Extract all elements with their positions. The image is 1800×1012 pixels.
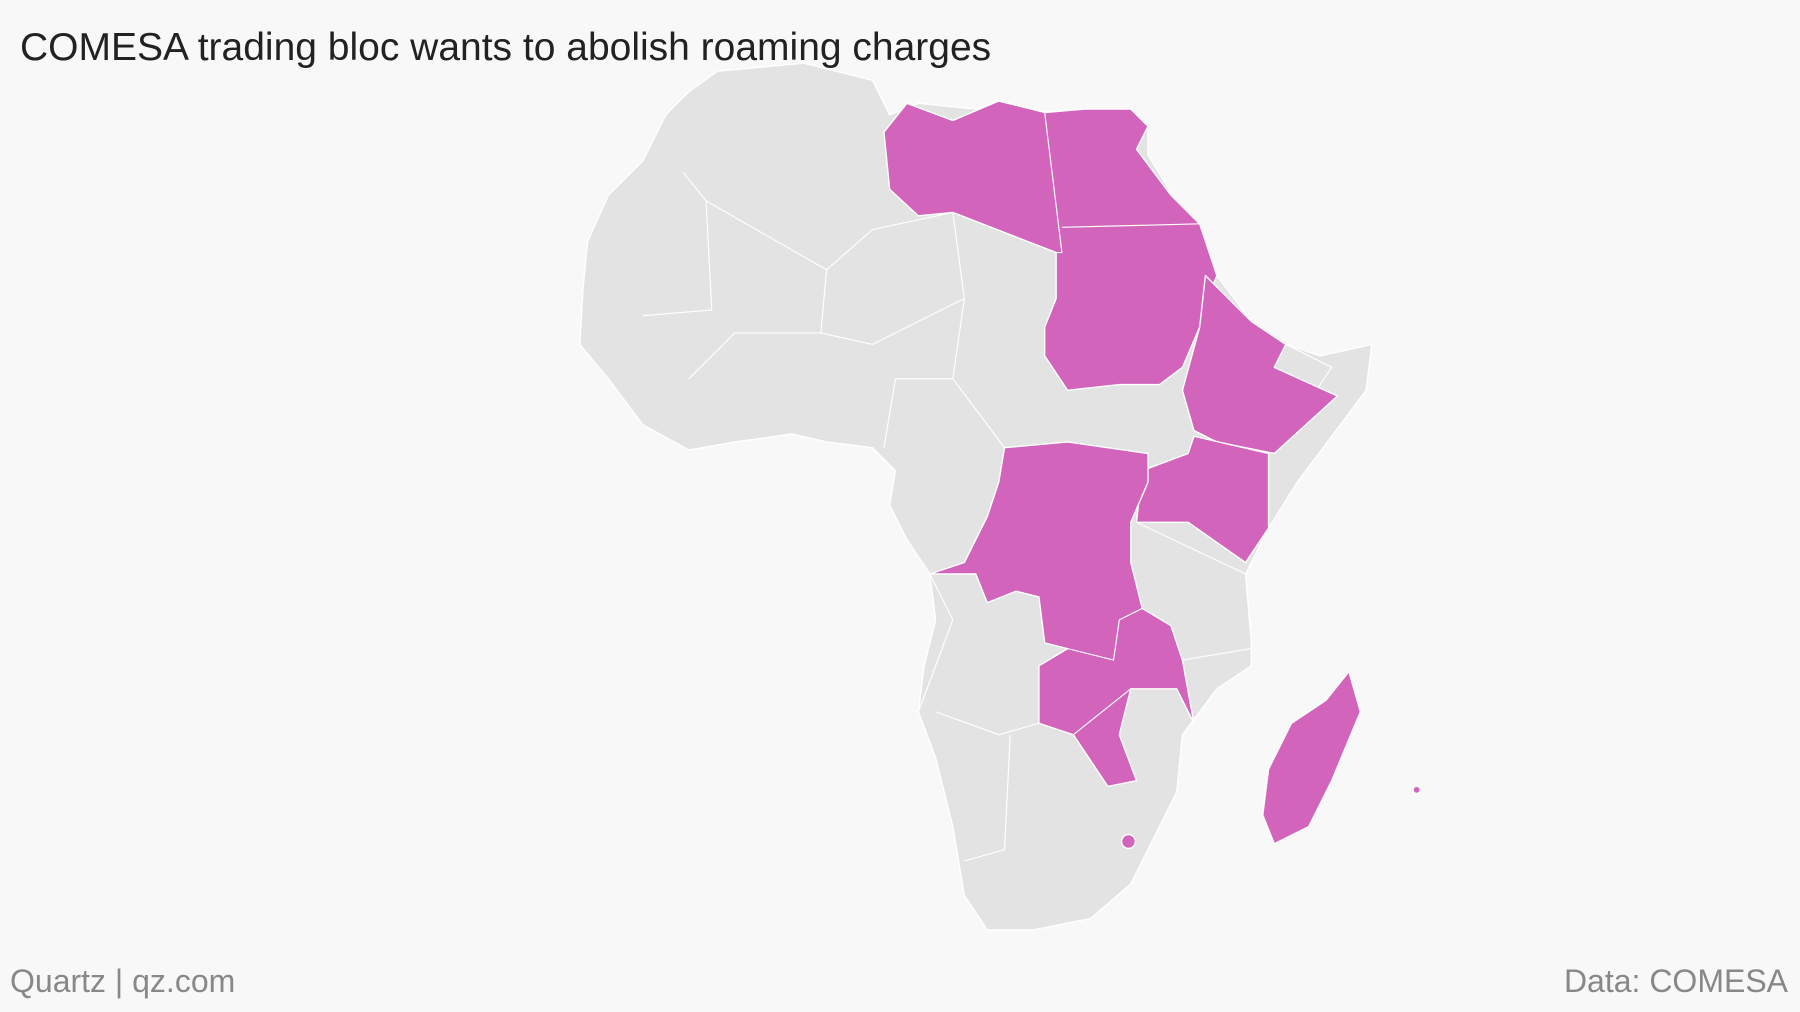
member-madagascar bbox=[1262, 670, 1362, 845]
credit: Quartz | qz.com bbox=[10, 963, 235, 999]
member-central bbox=[929, 441, 1195, 788]
title: COMESA trading bloc wants to abolish roa… bbox=[20, 26, 991, 69]
borders bbox=[642, 171, 1333, 862]
border bbox=[952, 112, 1063, 254]
source: Data: COMESA bbox=[1564, 963, 1789, 999]
member-island bbox=[1413, 786, 1420, 793]
africa-map bbox=[579, 62, 1420, 931]
border bbox=[1073, 688, 1132, 736]
member-eswatini bbox=[1120, 833, 1137, 850]
member-horn bbox=[1181, 274, 1339, 455]
member-east bbox=[1135, 435, 1270, 564]
border bbox=[1061, 223, 1200, 228]
border bbox=[1067, 607, 1143, 661]
